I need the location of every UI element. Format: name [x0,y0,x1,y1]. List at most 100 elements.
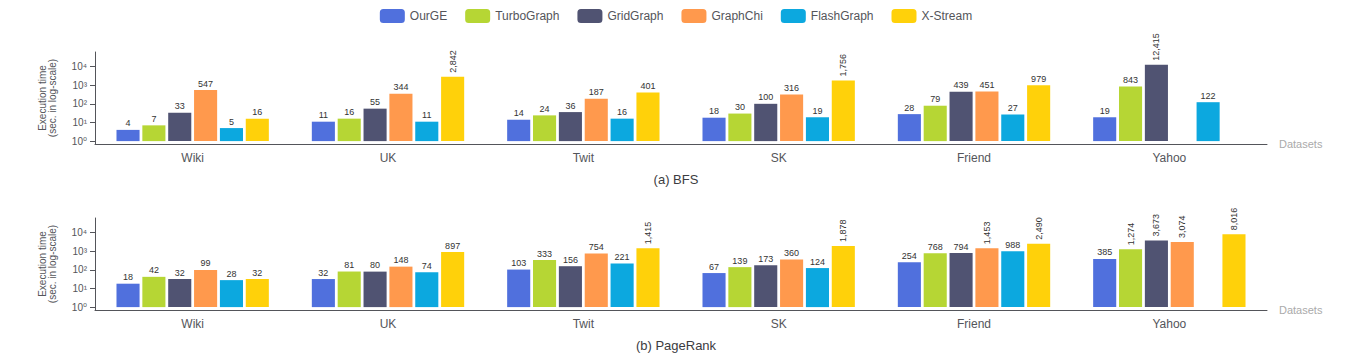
svg-text:Wiki: Wiki [181,317,204,331]
svg-text:7: 7 [151,114,156,124]
svg-text:5: 5 [229,117,234,127]
svg-text:3,074: 3,074 [1177,216,1187,239]
svg-text:SK: SK [771,151,787,165]
svg-text:32: 32 [318,268,328,278]
svg-text:10⁴: 10⁴ [72,227,87,238]
svg-text:10³: 10³ [73,246,88,257]
svg-text:451: 451 [979,80,994,90]
svg-text:(sec. in log-scale): (sec. in log-scale) [47,225,58,303]
svg-text:Twit: Twit [573,151,595,165]
svg-text:2,490: 2,490 [1034,217,1044,240]
svg-text:16: 16 [252,107,262,117]
svg-text:33: 33 [175,101,185,111]
svg-text:Datasets: Datasets [1279,138,1323,150]
svg-text:24: 24 [540,104,550,114]
svg-text:385: 385 [1097,247,1112,257]
svg-text:OurGE: OurGE [410,9,447,23]
svg-text:401: 401 [640,81,655,91]
svg-text:122: 122 [1201,91,1216,101]
svg-text:439: 439 [954,80,969,90]
svg-text:221: 221 [615,252,630,262]
svg-text:UK: UK [380,151,397,165]
svg-text:1,756: 1,756 [838,54,848,77]
svg-text:100: 100 [758,92,773,102]
svg-text:16: 16 [617,107,627,117]
svg-text:28: 28 [904,103,914,113]
svg-text:10¹: 10¹ [73,283,88,294]
svg-text:10⁰: 10⁰ [72,136,87,147]
svg-text:360: 360 [784,248,799,258]
svg-text:173: 173 [758,254,773,264]
svg-text:Yahoo: Yahoo [1152,151,1186,165]
svg-text:Twit: Twit [573,317,595,331]
svg-text:11: 11 [319,110,328,120]
svg-text:124: 124 [810,257,825,267]
svg-text:12,415: 12,415 [1151,33,1161,61]
svg-text:18: 18 [709,106,719,116]
svg-text:79: 79 [930,94,940,104]
svg-text:187: 187 [589,87,604,97]
svg-text:4: 4 [126,118,131,128]
svg-text:344: 344 [393,82,408,92]
svg-text:10⁰: 10⁰ [72,302,87,313]
svg-text:768: 768 [928,242,943,252]
svg-text:42: 42 [149,265,159,275]
svg-text:1,453: 1,453 [982,222,992,245]
svg-text:3,673: 3,673 [1151,214,1161,237]
svg-text:19: 19 [1100,106,1110,116]
svg-text:Wiki: Wiki [181,151,204,165]
svg-text:103: 103 [511,258,526,268]
svg-text:156: 156 [563,255,578,265]
svg-text:18: 18 [123,272,133,282]
svg-text:FlashGraph: FlashGraph [811,9,874,23]
svg-text:Datasets: Datasets [1279,304,1323,316]
svg-text:2,842: 2,842 [448,50,458,73]
svg-text:897: 897 [445,241,460,251]
svg-text:316: 316 [784,83,799,93]
svg-text:99: 99 [201,258,211,268]
svg-text:16: 16 [344,107,354,117]
svg-text:32: 32 [252,268,262,278]
svg-text:19: 19 [812,106,822,116]
svg-text:547: 547 [198,79,213,89]
svg-text:10²: 10² [73,98,88,109]
svg-text:TurboGraph: TurboGraph [495,9,559,23]
svg-text:10¹: 10¹ [73,117,88,128]
svg-text:794: 794 [954,242,969,252]
svg-text:27: 27 [1008,103,1018,113]
svg-text:55: 55 [370,97,380,107]
svg-text:988: 988 [1005,240,1020,250]
svg-text:Yahoo: Yahoo [1152,317,1186,331]
svg-text:(b) PageRank: (b) PageRank [636,338,717,353]
svg-text:1,274: 1,274 [1126,223,1136,246]
svg-text:GridGraph: GridGraph [607,9,663,23]
svg-text:11: 11 [422,110,431,120]
svg-text:Friend: Friend [957,317,991,331]
svg-text:979: 979 [1031,74,1046,84]
svg-text:32: 32 [175,268,185,278]
svg-text:843: 843 [1123,75,1138,85]
svg-text:SK: SK [771,317,787,331]
svg-text:148: 148 [393,255,408,265]
svg-text:10²: 10² [73,264,88,275]
svg-text:28: 28 [226,269,236,279]
svg-text:(a) BFS: (a) BFS [654,172,699,187]
svg-text:UK: UK [380,317,397,331]
svg-text:74: 74 [422,261,432,271]
svg-text:67: 67 [709,262,719,272]
svg-text:Friend: Friend [957,151,991,165]
svg-text:(sec. in log-scale): (sec. in log-scale) [47,59,58,137]
svg-text:10⁴: 10⁴ [72,61,87,72]
svg-text:1,415: 1,415 [643,222,653,245]
svg-text:14: 14 [514,108,524,118]
svg-text:139: 139 [732,256,747,266]
svg-text:754: 754 [589,242,604,252]
svg-text:36: 36 [565,101,575,111]
svg-text:10³: 10³ [73,80,88,91]
svg-text:333: 333 [537,249,552,259]
svg-text:254: 254 [902,251,917,261]
svg-text:30: 30 [735,102,745,112]
svg-text:80: 80 [370,260,380,270]
svg-text:8,016: 8,016 [1229,208,1239,231]
svg-text:1,878: 1,878 [838,220,848,243]
